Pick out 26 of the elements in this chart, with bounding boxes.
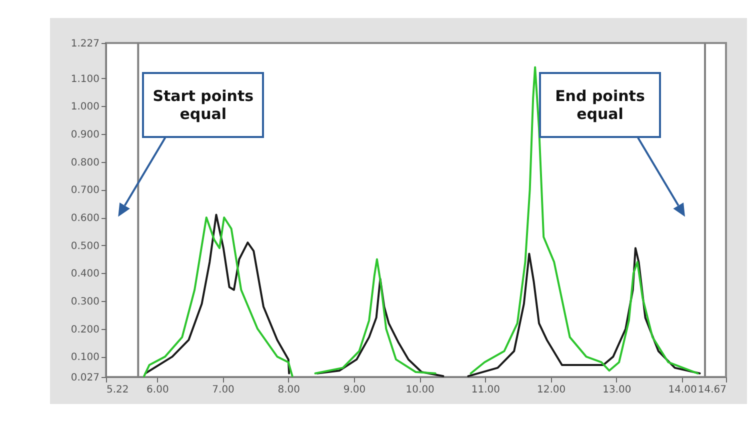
- x-tick-label: 7.00: [212, 384, 234, 396]
- y-tick-label: 0.200: [70, 324, 100, 336]
- y-tick-label: 0.700: [70, 185, 100, 196]
- callout-box: End points equal: [539, 72, 661, 138]
- x-tick-label: 12.00: [537, 384, 566, 396]
- y-tick-label: 1.227: [70, 38, 100, 50]
- x-tick-label: 5.22: [106, 384, 129, 396]
- x-tick-label: 14.67: [698, 384, 726, 396]
- x-tick-label: 11.00: [471, 384, 500, 396]
- x-tick-label: 13.00: [602, 384, 632, 396]
- x-tick-label: 6.00: [146, 384, 169, 396]
- x-tick-label: 14.00: [668, 384, 697, 396]
- callout-box: Start points equal: [142, 72, 264, 138]
- y-tick-label: 0.100: [70, 352, 100, 364]
- y-tick-label: 0.900: [70, 130, 100, 141]
- x-tick-label: 10.00: [406, 384, 434, 396]
- y-tick-label: 0.027: [70, 372, 100, 384]
- x-tick-label: 9.00: [343, 384, 366, 396]
- y-tick-label: 0.400: [70, 268, 100, 280]
- y-tick-label: 0.300: [70, 296, 100, 308]
- y-tick-label: 1.100: [70, 74, 100, 85]
- y-tick-label: 0.800: [70, 157, 100, 168]
- y-tick-label: 0.500: [70, 240, 100, 252]
- x-tick-label: 8.00: [278, 384, 300, 396]
- y-tick-label: 0.600: [70, 213, 100, 224]
- y-tick-label: 1.000: [70, 102, 100, 113]
